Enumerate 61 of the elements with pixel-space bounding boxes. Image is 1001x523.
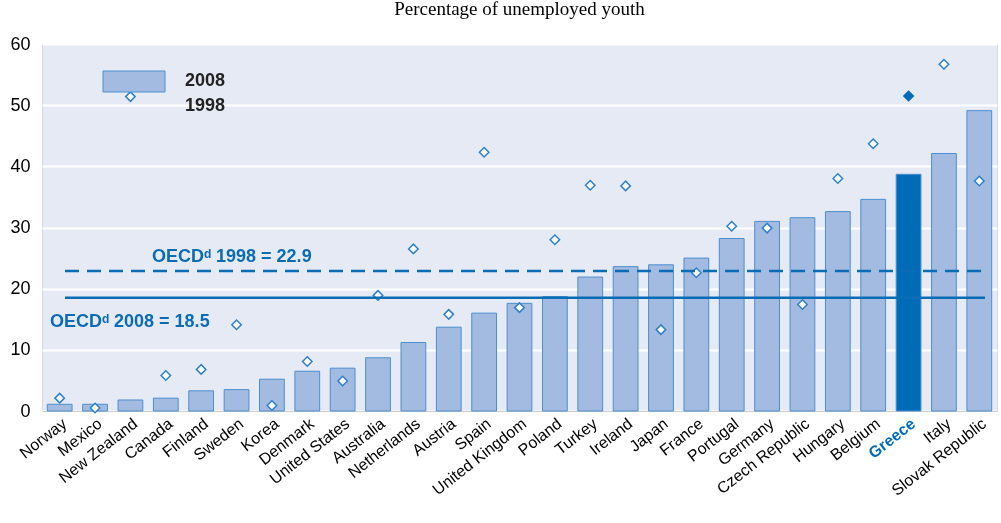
legend-label: 2008 xyxy=(185,70,226,90)
point xyxy=(796,299,808,311)
point xyxy=(266,400,278,411)
point xyxy=(655,324,667,336)
point xyxy=(195,363,207,375)
bar xyxy=(471,312,498,412)
point xyxy=(301,355,313,367)
point xyxy=(549,234,561,246)
bar xyxy=(435,326,462,412)
bar xyxy=(294,370,321,412)
ref-line-label: OECDᵈ 2008 = 18.5 xyxy=(50,310,210,331)
bar xyxy=(259,378,285,412)
bar xyxy=(612,266,639,412)
bar xyxy=(966,110,993,412)
bar xyxy=(46,403,73,412)
point xyxy=(867,138,879,150)
text: 1998 xyxy=(185,95,226,115)
bar xyxy=(541,296,568,412)
point xyxy=(584,179,596,191)
y-tick-label: 30 xyxy=(10,217,31,237)
bar xyxy=(152,397,179,412)
point xyxy=(726,220,738,232)
bar xyxy=(117,399,144,412)
point xyxy=(54,392,66,404)
point xyxy=(761,222,773,234)
y-tick-label: 60 xyxy=(10,33,31,54)
y-tick-label: 40 xyxy=(10,155,31,176)
y-tick-label: 0 xyxy=(20,400,31,421)
bar xyxy=(931,152,957,412)
point xyxy=(514,302,525,314)
chart-title: Percentage of unemployed youth xyxy=(394,0,646,19)
bar xyxy=(683,257,710,412)
bar xyxy=(400,341,427,412)
bar xyxy=(824,211,851,412)
point xyxy=(903,90,915,102)
y-tick-label: 20 xyxy=(10,278,31,299)
ref-line-label: OECDᵈ 1998 = 22.9 xyxy=(152,245,312,266)
bar xyxy=(506,302,533,412)
bar xyxy=(648,264,674,412)
point xyxy=(337,375,349,387)
point xyxy=(620,180,632,192)
point xyxy=(231,319,243,331)
bar xyxy=(718,238,745,412)
point xyxy=(938,58,950,70)
point xyxy=(160,370,172,382)
y-tick-label: 50 xyxy=(10,94,31,115)
point xyxy=(478,146,490,158)
bar xyxy=(329,367,356,412)
bar xyxy=(577,276,604,412)
bar xyxy=(188,390,215,412)
y-tick-label: 10 xyxy=(10,339,31,360)
point xyxy=(973,175,985,187)
point xyxy=(832,173,844,185)
bar xyxy=(754,220,780,412)
bar xyxy=(860,198,887,412)
bar xyxy=(223,389,250,412)
bar xyxy=(789,217,816,412)
point xyxy=(89,402,101,414)
bar xyxy=(365,357,391,412)
point xyxy=(443,308,455,320)
point xyxy=(407,243,419,255)
